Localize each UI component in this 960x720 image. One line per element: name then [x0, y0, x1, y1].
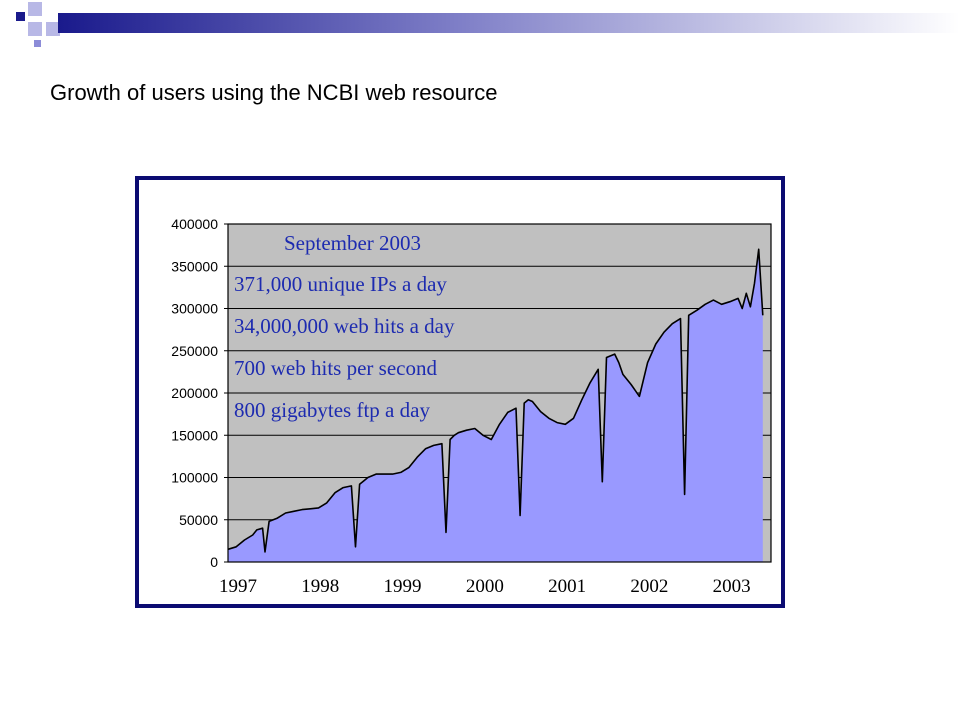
header-square-light-3: [46, 22, 60, 36]
y-tick-label: 400000: [171, 216, 218, 232]
annotation-text: September 2003: [284, 231, 421, 255]
chart-frame: 0 50000 100000 150000 200000 250000 300000 3500…: [135, 176, 785, 608]
annotation-text: 700 web hits per second: [234, 356, 437, 380]
x-tick-label: 1998: [301, 576, 339, 597]
x-tick-label: 2001: [548, 576, 586, 597]
x-axis-ticks: 1997 1998 1999 2000 2001 2002 2003: [219, 576, 751, 597]
y-tick-label: 350000: [171, 258, 218, 274]
annotations: September 2003 371,000 unique IPs a day 34…: [234, 231, 455, 422]
x-tick-label: 1999: [384, 576, 422, 597]
header-square-mid: [34, 40, 41, 47]
y-tick-label: 100000: [171, 470, 218, 486]
x-tick-label: 2002: [630, 576, 668, 597]
y-tick-label: 300000: [171, 301, 218, 317]
x-tick-label: 2003: [713, 576, 751, 597]
users-area: [228, 249, 763, 563]
slide-title: Growth of users using the NCBI web resou…: [50, 80, 498, 105]
annotation-text: 371,000 unique IPs a day: [234, 272, 447, 296]
header-square-light-2: [28, 22, 42, 36]
y-axis-ticks: 0 50000 100000 150000 200000 250000 300000 3500…: [171, 216, 228, 570]
y-tick-label: 0: [210, 554, 218, 570]
header-square-light-1: [28, 2, 42, 16]
y-tick-label: 250000: [171, 343, 218, 359]
y-tick-label: 50000: [179, 512, 218, 528]
y-tick-label: 200000: [171, 385, 218, 401]
header-square-dark: [16, 12, 25, 21]
header-gradient-bar: [58, 13, 960, 33]
annotation-text: 800 gigabytes ftp a day: [234, 398, 430, 422]
users-line: [227, 248, 764, 553]
annotation-text: 34,000,000 web hits a day: [234, 314, 455, 338]
x-tick-label: 2000: [466, 576, 504, 597]
growth-area-chart: 0 50000 100000 150000 200000 250000 300000 3500…: [171, 216, 772, 597]
y-tick-label: 150000: [171, 427, 218, 443]
x-tick-label: 1997: [219, 576, 257, 597]
slide-header-decoration: [16, 2, 960, 47]
